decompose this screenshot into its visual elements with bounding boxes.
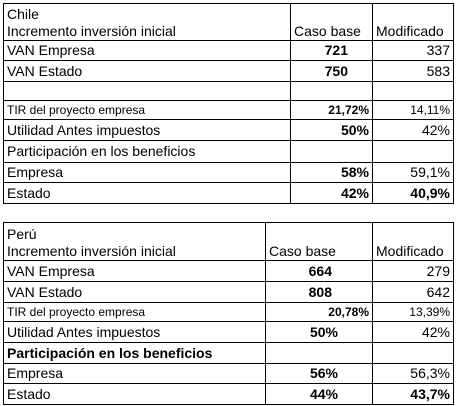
label-cell: Estado xyxy=(3,383,266,405)
value-cell: 721 xyxy=(290,40,373,61)
empty-cell xyxy=(3,81,291,101)
row: VAN Empresa 664 279 xyxy=(3,260,454,282)
label-cell: Empresa xyxy=(3,363,266,384)
empty-cell xyxy=(265,342,373,364)
data-table: Chile Incremento inversión inicial Caso ba… xyxy=(3,3,454,204)
value-cell: 59,1% xyxy=(372,162,454,183)
value-cell: 58% xyxy=(290,162,373,183)
value-cell: 42% xyxy=(372,119,454,141)
value-cell: 337 xyxy=(372,40,454,61)
row: Utilidad Antes impuestos 50% 42% xyxy=(3,119,454,141)
label-cell: Utilidad Antes impuestos xyxy=(3,321,266,343)
row: VAN Estado 750 583 xyxy=(3,60,454,82)
value-cell: 50% xyxy=(265,321,373,343)
value-cell: 43,7% xyxy=(372,383,454,405)
empty-cell xyxy=(372,342,454,364)
empty-cell xyxy=(372,140,454,163)
value-cell: 13,39% xyxy=(372,302,454,322)
label-cell: VAN Empresa xyxy=(3,40,291,61)
value-cell: 664 xyxy=(265,260,373,282)
label-cell: Estado xyxy=(3,182,291,204)
label-cell: Empresa xyxy=(3,162,291,183)
value-cell: 42% xyxy=(372,321,454,343)
row: Empresa 58% 59,1% xyxy=(3,162,454,183)
header-cell: Caso base xyxy=(265,222,373,261)
value-cell: 50% xyxy=(290,119,373,141)
spacer-row xyxy=(3,81,454,101)
label-cell: Utilidad Antes impuestos xyxy=(3,119,291,141)
value-cell: 642 xyxy=(372,281,454,303)
header-cell: Chile Incremento inversión inicial xyxy=(3,3,291,41)
value-cell: 42% xyxy=(290,182,373,204)
row: Estado 44% 43,7% xyxy=(3,383,454,405)
value-cell: 808 xyxy=(265,281,373,303)
header-cell: Modificado xyxy=(372,222,454,261)
header-row: Chile Incremento inversión inicial Caso ba… xyxy=(3,3,454,41)
empty-cell xyxy=(290,81,373,101)
value-cell: 56,3% xyxy=(372,363,454,384)
row: Participación en los beneficios xyxy=(3,342,454,364)
value-cell: 20,78% xyxy=(265,302,373,322)
header-cell: Perú Incremento inversión inicial xyxy=(3,222,266,261)
country: Chile xyxy=(7,6,39,22)
empty-cell xyxy=(372,81,454,101)
value-cell: 750 xyxy=(290,60,373,82)
row: Empresa 56% 56,3% xyxy=(3,363,454,384)
subtitle: Incremento inversión inicial xyxy=(7,243,176,259)
label-cell: TIR del proyecto empresa xyxy=(3,100,291,120)
label-cell: TIR del proyecto empresa xyxy=(3,302,266,322)
row: TIR del proyecto empresa 20,78% 13,39% xyxy=(3,302,454,322)
country: Perú xyxy=(7,226,37,242)
value-cell: 14,11% xyxy=(372,100,454,120)
label-cell: VAN Empresa xyxy=(3,260,266,282)
value-cell: 279 xyxy=(372,260,454,282)
row: Utilidad Antes impuestos 50% 42% xyxy=(3,321,454,343)
value-cell: 583 xyxy=(372,60,454,82)
label-cell: VAN Estado xyxy=(3,60,291,82)
row: Estado 42% 40,9% xyxy=(3,182,454,204)
header-cell: Caso base xyxy=(290,3,373,41)
value-cell: 40,9% xyxy=(372,182,454,204)
value-cell: 56% xyxy=(265,363,373,384)
data-table: Perú Incremento inversión inicial Caso bas… xyxy=(3,222,454,405)
label-cell: Participación en los beneficios xyxy=(3,342,266,364)
subtitle: Incremento inversión inicial xyxy=(7,23,176,39)
header-row: Perú Incremento inversión inicial Caso bas… xyxy=(3,222,454,261)
row: TIR del proyecto empresa 21,72% 14,11% xyxy=(3,100,454,120)
value-cell: 44% xyxy=(265,383,373,405)
row: VAN Empresa 721 337 xyxy=(3,40,454,61)
header-cell: Modificado xyxy=(372,3,454,41)
empty-cell xyxy=(290,140,373,163)
label-cell: VAN Estado xyxy=(3,281,266,303)
row: Participación en los beneficios xyxy=(3,140,454,163)
row: VAN Estado 808 642 xyxy=(3,281,454,303)
value-cell: 21,72% xyxy=(290,100,373,120)
label-cell: Participación en los beneficios xyxy=(3,140,291,163)
